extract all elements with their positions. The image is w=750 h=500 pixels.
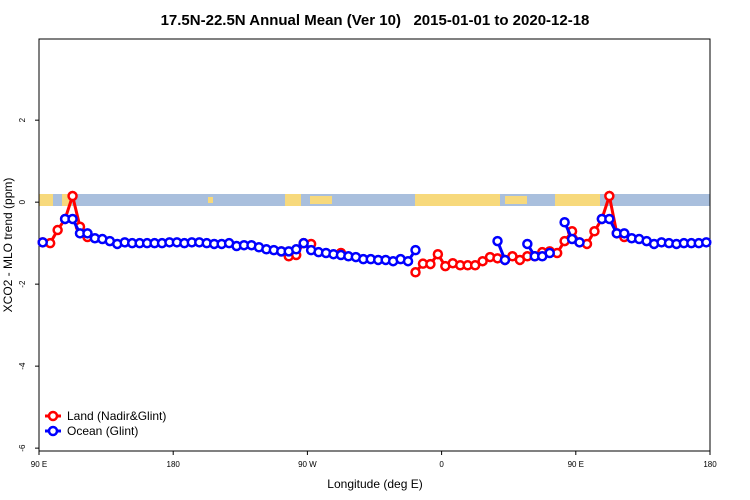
- land-strip: [555, 194, 600, 206]
- x-tick-label: 90 E: [568, 460, 584, 469]
- land-mask: [39, 194, 710, 206]
- point: [522, 238, 533, 250]
- point: [604, 213, 615, 225]
- land-strip: [505, 196, 527, 204]
- x-tick-label: 90 E: [31, 460, 47, 469]
- point: [589, 226, 600, 237]
- land-strip: [310, 196, 332, 204]
- land-strip: [62, 194, 72, 206]
- point: [492, 235, 503, 247]
- y-tick-label: 0: [18, 199, 27, 204]
- land-strip: [39, 194, 53, 206]
- point: [499, 254, 511, 266]
- legend-marker: [47, 410, 59, 422]
- y-tick-label: 2: [18, 117, 27, 122]
- point: [402, 255, 414, 267]
- point: [559, 216, 570, 228]
- point: [67, 190, 78, 202]
- x-tick-label: 180: [167, 460, 181, 469]
- x-tick-label: 0: [439, 460, 444, 469]
- legend-label: Ocean (Glint): [67, 424, 138, 438]
- x-tick-label: 180: [703, 460, 717, 469]
- point: [410, 244, 421, 256]
- x-tick-label: 90 W: [298, 460, 317, 469]
- point: [619, 228, 630, 239]
- x-axis-label: Longitude (deg E): [327, 477, 422, 491]
- point: [425, 258, 436, 270]
- point: [410, 267, 421, 278]
- point: [574, 237, 585, 248]
- point: [67, 213, 78, 225]
- point: [290, 244, 302, 255]
- point: [37, 237, 48, 248]
- y-axis-label: XCO2 - MLO trend (ppm): [1, 178, 15, 313]
- legend-label: Land (Nadir&Glint): [67, 409, 166, 423]
- y-tick-label: -2: [18, 280, 27, 288]
- chart-title: 17.5N-22.5N Annual Mean (Ver 10) 2015-01…: [161, 12, 590, 29]
- point: [52, 224, 63, 236]
- point: [469, 260, 481, 271]
- legend-marker: [47, 425, 59, 437]
- y-tick-label: -4: [18, 362, 27, 370]
- ocean-strip: [39, 194, 710, 206]
- point: [432, 248, 444, 260]
- land-strip: [415, 194, 500, 206]
- point: [477, 255, 488, 267]
- y-tick-label: -6: [18, 444, 27, 452]
- point: [604, 190, 615, 202]
- land-strip: [208, 197, 213, 203]
- land-strip: [285, 194, 301, 206]
- point: [298, 237, 309, 249]
- point: [82, 228, 93, 239]
- point: [701, 237, 712, 248]
- point: [544, 247, 555, 259]
